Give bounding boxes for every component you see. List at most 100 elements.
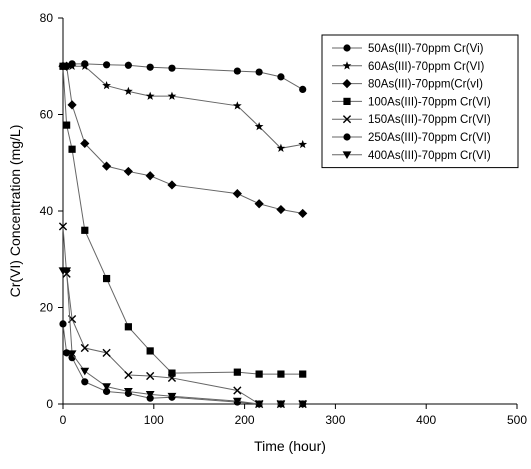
data-point xyxy=(102,383,111,391)
data-point xyxy=(101,161,112,171)
legend-label: 100As(III)-70ppm Cr(VI) xyxy=(368,96,491,108)
data-point xyxy=(298,400,308,409)
y-tick-label: 20 xyxy=(40,301,54,315)
legend-entry: 80As(III)-70ppm(Cr(vI) xyxy=(332,79,483,91)
data-point xyxy=(167,392,177,401)
data-point xyxy=(146,63,154,71)
data-point xyxy=(233,67,241,75)
data-point xyxy=(276,400,286,409)
data-point xyxy=(102,274,111,283)
x-tick-label: 500 xyxy=(507,413,527,427)
data-point xyxy=(67,100,77,110)
data-point xyxy=(124,61,132,69)
x-tick-label: 400 xyxy=(416,413,436,427)
data-point xyxy=(62,61,72,71)
data-point xyxy=(80,61,90,70)
legend-marker xyxy=(342,151,352,159)
data-point xyxy=(102,348,111,357)
y-axis-title: Cr(VI) Concentration (mg/L) xyxy=(7,125,23,298)
legend-entry: 150As(III)-70ppm Cr(VI) xyxy=(332,114,491,126)
data-point xyxy=(123,388,133,396)
data-point xyxy=(102,61,111,69)
data-point xyxy=(232,189,242,199)
data-point xyxy=(58,222,68,231)
data-point xyxy=(102,80,111,90)
data-point xyxy=(277,370,285,378)
legend: 50As(III)-70ppm Cr(Vi) 60As(III)-70ppm Cr… xyxy=(321,34,519,169)
data-point xyxy=(145,171,155,181)
data-point xyxy=(146,371,155,381)
data-point xyxy=(80,343,89,353)
data-point xyxy=(298,139,308,149)
data-point xyxy=(168,64,176,72)
data-point xyxy=(167,180,177,190)
data-point xyxy=(254,121,264,131)
data-point xyxy=(81,378,89,386)
data-point xyxy=(276,204,286,215)
legend-marker xyxy=(342,79,352,89)
x-tick-label: 300 xyxy=(325,413,345,427)
data-point xyxy=(63,121,71,129)
data-point xyxy=(68,145,76,153)
legend-label: 50As(III)-70ppm Cr(Vi) xyxy=(368,43,484,55)
legend-marker xyxy=(342,115,352,124)
data-point xyxy=(233,386,242,395)
data-point xyxy=(80,367,90,376)
y-tick-label: 60 xyxy=(40,108,54,122)
legend-label: 400As(III)-70ppm Cr(VI) xyxy=(368,150,491,162)
data-point xyxy=(124,323,132,331)
data-point xyxy=(254,199,264,209)
data-point xyxy=(81,226,89,234)
legend-entry: 250As(III)-70ppm Cr(VI) xyxy=(332,132,491,144)
series-3 xyxy=(58,61,308,219)
legend-label: 60As(III)-70ppm Cr(VI) xyxy=(368,61,484,73)
data-point xyxy=(254,400,264,409)
legend-marker xyxy=(343,44,351,52)
data-point xyxy=(67,61,77,70)
x-tick-label: 200 xyxy=(235,413,255,427)
data-point xyxy=(167,373,177,383)
data-point xyxy=(276,143,286,152)
data-point xyxy=(124,370,133,380)
data-point xyxy=(145,91,155,100)
legend-marker xyxy=(343,133,351,141)
y-tick-label: 80 xyxy=(40,11,54,25)
legend-entry: 100As(III)-70ppm Cr(VI) xyxy=(332,96,491,108)
data-point xyxy=(232,101,242,110)
legend-label: 150As(III)-70ppm Cr(VI) xyxy=(368,114,491,126)
legend-label: 80As(III)-70ppm(Cr(vI) xyxy=(368,79,483,91)
series-7 xyxy=(58,267,308,409)
data-point xyxy=(298,208,308,219)
data-point xyxy=(102,387,111,396)
data-point xyxy=(168,369,176,377)
data-point xyxy=(167,91,177,100)
series-line xyxy=(63,270,303,405)
data-point xyxy=(232,397,242,406)
y-tick-label: 0 xyxy=(46,397,53,411)
data-point xyxy=(62,267,72,276)
data-point xyxy=(299,370,307,378)
data-point xyxy=(255,370,263,378)
data-point xyxy=(233,368,241,376)
legend-entry: 50As(III)-70ppm Cr(Vi) xyxy=(332,43,484,55)
legend-label: 250As(III)-70ppm Cr(VI) xyxy=(368,132,491,144)
data-point xyxy=(255,68,263,76)
series-layer xyxy=(58,60,308,409)
legend-marker xyxy=(342,61,352,70)
x-tick-label: 0 xyxy=(60,413,67,427)
legend-box xyxy=(321,34,519,169)
data-point xyxy=(123,166,133,177)
data-point xyxy=(146,347,154,355)
data-point xyxy=(67,350,77,359)
data-point xyxy=(277,73,285,81)
series-4 xyxy=(59,62,307,378)
x-tick-label: 100 xyxy=(144,413,164,427)
data-point xyxy=(124,86,133,96)
x-axis-title: Time (hour) xyxy=(254,438,326,454)
legend-entry: 60As(III)-70ppm Cr(VI) xyxy=(332,61,484,73)
data-point xyxy=(299,85,307,94)
legend-marker xyxy=(343,97,351,105)
series-line xyxy=(62,66,303,375)
data-point xyxy=(80,138,90,149)
